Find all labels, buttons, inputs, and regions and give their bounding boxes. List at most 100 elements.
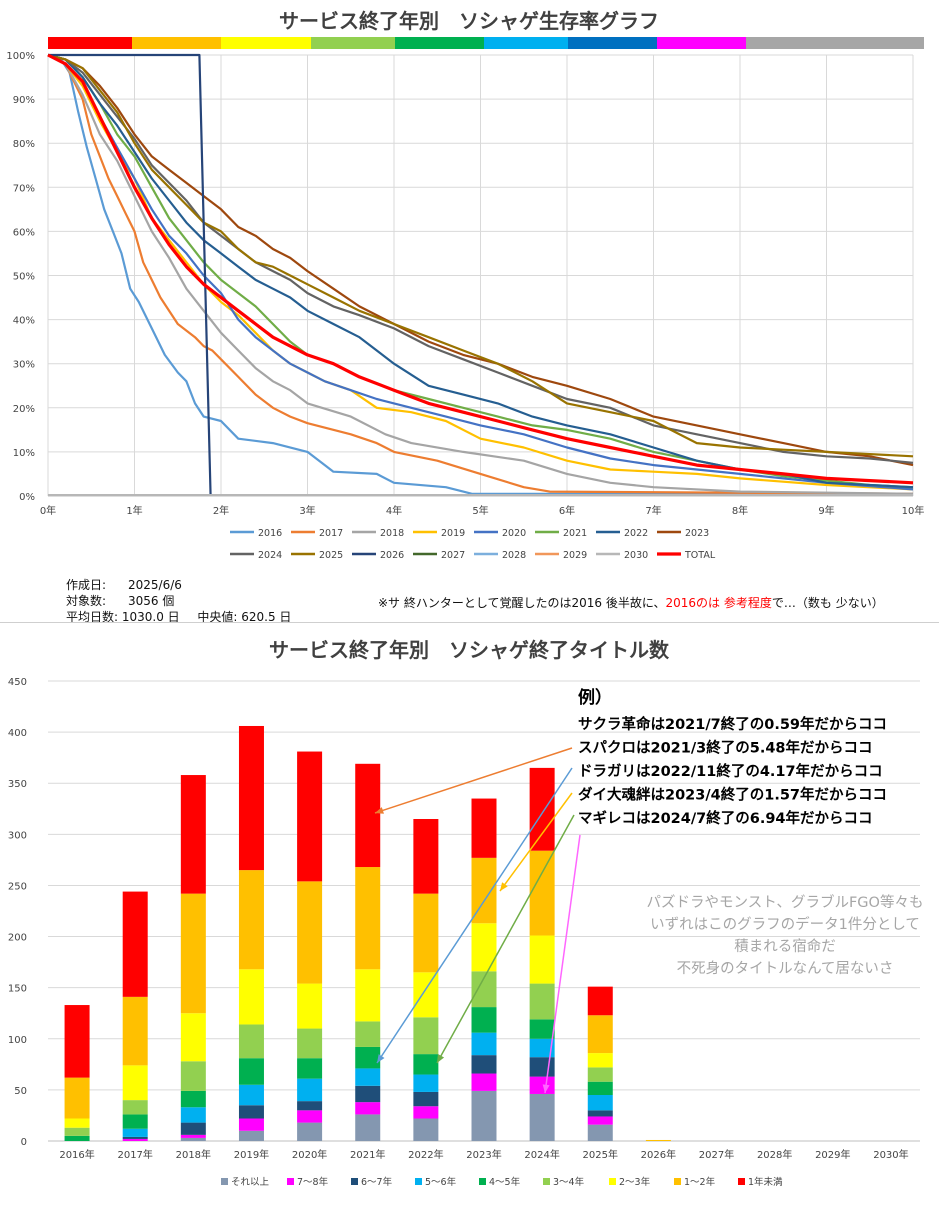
bar-segment: [529, 1076, 555, 1094]
bar-segment: [471, 798, 497, 858]
color-strip: [48, 37, 924, 49]
y-tick-label: 40%: [13, 316, 35, 327]
gray-note-line: いずれはこのグラフのデータ1件分として: [650, 915, 920, 933]
bar-segment: [413, 893, 439, 973]
bar-segment: [238, 1024, 264, 1059]
bars: [64, 725, 671, 1141]
y-tick-label: 20%: [13, 404, 35, 415]
x-tick-label: 2023年: [466, 1148, 501, 1161]
y-tick-label: 450: [8, 677, 27, 688]
color-strip-segment: [746, 37, 924, 49]
x-tick-label: 2027年: [699, 1148, 734, 1161]
arrow-head: [437, 1054, 445, 1063]
stacked-bar-chart: サービス終了年別 ソシャゲ終了タイトル数 0 50 100 150 200 250 300 3…: [8, 638, 924, 1188]
series-line-2017: [47, 54, 914, 495]
series-line-2025: [47, 53, 914, 458]
bar-segment: [413, 1118, 439, 1141]
callout-arrow: [436, 814, 575, 1064]
color-strip-segment: [48, 37, 132, 49]
y-tick-label: 90%: [13, 95, 35, 106]
bar-segment: [64, 1127, 90, 1136]
average-value: 1030.0 日: [121, 610, 180, 624]
x-tick-label: 2022年: [408, 1148, 443, 1161]
color-strip-segment: [311, 37, 395, 49]
y-tick-label: 50%: [13, 272, 35, 283]
bar-segment: [297, 983, 323, 1029]
bar-segment: [645, 1139, 671, 1141]
legend-label: 1〜2年: [684, 1176, 716, 1188]
legend-label: 2020: [502, 528, 526, 539]
bar-segment: [122, 1138, 148, 1141]
legend-label: 2018: [380, 528, 404, 539]
bar-segment: [413, 972, 439, 1018]
legend-label: 4〜5年: [489, 1176, 521, 1188]
legend-swatch: [351, 1178, 358, 1185]
y-tick-label: 50: [14, 1086, 27, 1097]
bar-segment: [297, 1110, 323, 1123]
average-line: 平均日数: 1030.0 日 中央値: 620.5 日: [66, 608, 291, 625]
bar-segment: [122, 1100, 148, 1115]
x-tick-label: 2020年: [292, 1148, 327, 1161]
series-line-2022: [47, 53, 914, 489]
bar-segment: [122, 1128, 148, 1137]
y-tick-label: 0: [21, 1137, 27, 1148]
median-value: 620.5 日: [241, 610, 292, 624]
bar-segment: [355, 1021, 381, 1047]
bar-segment: [587, 1015, 613, 1054]
legend-label: TOTAL: [684, 550, 716, 561]
x-tick-label: 2年: [213, 504, 229, 517]
survival-line-chart: サービス終了年別 ソシャゲ生存率グラフ 0% 10% 20% 30% 40% 50% 60%…: [6, 9, 925, 561]
gray-note-line: パズドラやモンスト、グラブルFGO等々も: [647, 893, 924, 911]
bar-segment: [529, 1019, 555, 1039]
survival-chart-title: サービス終了年別 ソシャゲ生存率グラフ: [279, 9, 659, 33]
note-suffix: で…（数も 少ない）: [771, 596, 884, 610]
legend-label: 5〜6年: [425, 1176, 457, 1188]
color-strip-segment: [132, 37, 221, 49]
bar-segment: [587, 986, 613, 1016]
bar-segment: [238, 1084, 264, 1106]
callout-arrow: [499, 792, 573, 892]
y-axis-ticks: 0 50 100 150 200 250 300 350 400 450: [8, 677, 27, 1148]
series-line-2016: [47, 53, 913, 495]
bar-segment: [122, 891, 148, 997]
average-label: 平均日数:: [66, 610, 119, 624]
color-strip-segment: [484, 37, 568, 49]
bar-segment: [587, 1081, 613, 1095]
bar-segment: [413, 1054, 439, 1075]
legend-label: 2030: [624, 550, 648, 561]
annotations: 例） サクラ革命は2021/7終了の0.59年だからココスパクロは2021/3終了…: [374, 687, 924, 1094]
legend-label: 2019: [441, 528, 465, 539]
y-axis-ticks: 0% 10% 20% 30% 40% 50% 60% 70% 80% 90% 100%: [6, 51, 35, 503]
bar-segment: [297, 751, 323, 882]
bar-segment: [413, 1091, 439, 1107]
bar-segment: [297, 1028, 323, 1059]
legend-label: 3〜4年: [553, 1176, 585, 1188]
legend-label: 2016: [258, 528, 282, 539]
y-tick-label: 60%: [13, 227, 35, 238]
x-tick-label: 10年: [902, 504, 925, 517]
legend-swatch: [287, 1178, 294, 1185]
x-tick-label: 2025年: [583, 1148, 618, 1161]
legend-swatch: [543, 1178, 550, 1185]
legend-label: 2021: [563, 528, 587, 539]
x-axis-ticks: 0年 1年 2年 3年 4年 5年 6年 7年 8年 9年 10年: [40, 504, 925, 517]
arrow-head: [542, 1084, 550, 1093]
y-tick-label: 30%: [13, 360, 35, 371]
y-tick-label: 150: [8, 984, 27, 995]
legend-label: 2023: [685, 528, 709, 539]
bar-segment: [238, 1130, 264, 1141]
bar-segment: [413, 1074, 439, 1092]
x-tick-label: 2019年: [234, 1148, 269, 1161]
count-label: 対象数:: [66, 594, 107, 608]
bar-segment: [587, 1067, 613, 1082]
legend-label: 1年未満: [748, 1176, 783, 1188]
x-tick-label: 0年: [40, 504, 56, 517]
bar-segment: [180, 1137, 206, 1141]
y-tick-label: 100%: [6, 51, 35, 62]
bar-segment: [529, 767, 555, 851]
legend-swatch: [738, 1178, 745, 1185]
x-tick-label: 2026年: [641, 1148, 676, 1161]
note-emphasis: 2016のは 参考程度: [665, 596, 772, 610]
legend-label: 7〜8年: [297, 1176, 329, 1188]
legend-label: 2025: [319, 550, 343, 561]
